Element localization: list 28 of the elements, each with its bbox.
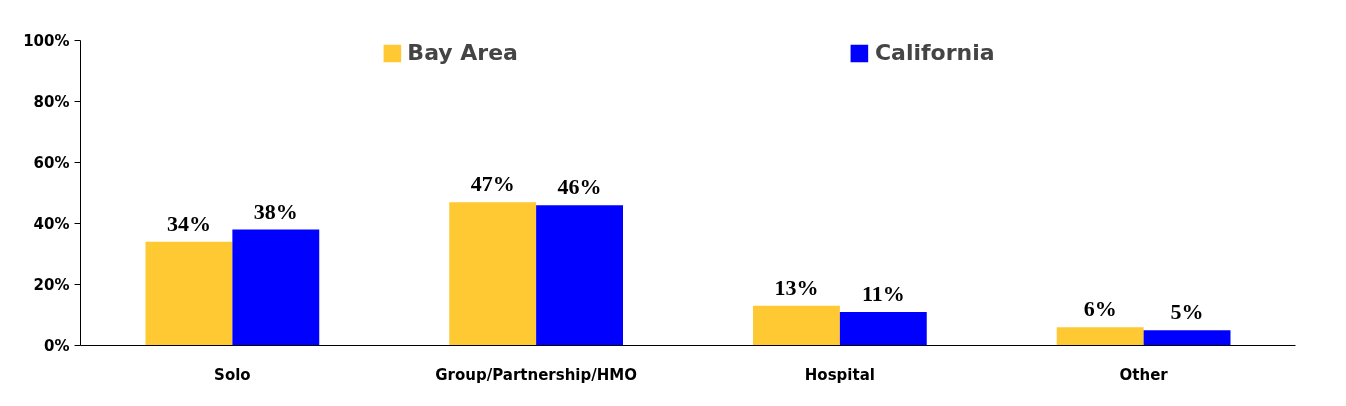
bar [145, 241, 233, 346]
legend-label: California [874, 40, 995, 65]
bar [536, 205, 623, 346]
y-tick-label: 0% [44, 336, 70, 355]
x-tick-label: Hospital [804, 365, 875, 384]
bar [1056, 327, 1144, 346]
y-tick-label: 80% [33, 92, 70, 111]
data-label: 6% [1083, 296, 1117, 322]
y-tick-label: 60% [33, 153, 70, 172]
bar [232, 229, 320, 346]
data-label: 13% [774, 274, 819, 300]
x-tick-label: Group/Partnership/HMO [435, 365, 637, 384]
bar [839, 311, 927, 346]
data-label: 34% [166, 210, 211, 236]
bar [753, 305, 840, 346]
y-tick-label: 40% [33, 214, 70, 233]
data-label: 46% [557, 174, 602, 200]
x-tick-label: Solo [214, 365, 251, 384]
y-tick-label: 100% [23, 31, 70, 50]
y-tick-label: 20% [33, 275, 70, 294]
data-label: 47% [470, 171, 515, 197]
legend-label: Bay Area [407, 40, 518, 65]
data-label: 11% [861, 280, 905, 306]
x-tick-label: Other [1119, 365, 1169, 384]
data-label: 38% [253, 198, 298, 224]
bar [449, 202, 537, 346]
bar [1143, 330, 1231, 346]
data-label: 5% [1170, 299, 1204, 325]
